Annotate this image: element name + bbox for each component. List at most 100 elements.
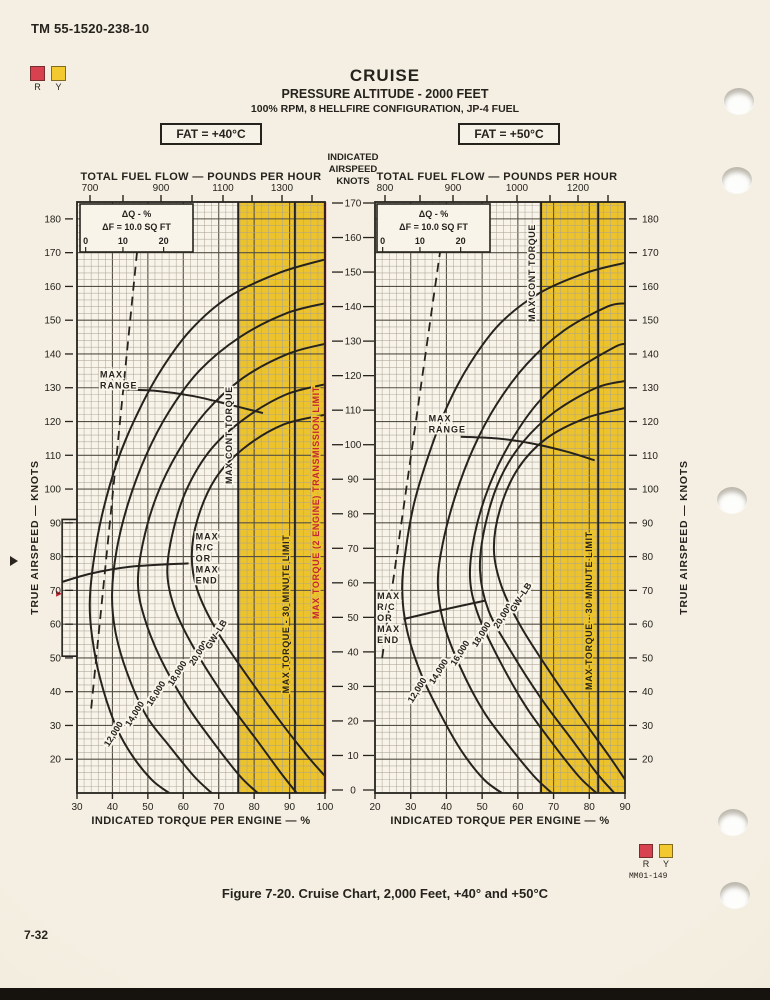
- tas-tick-label: 20: [642, 755, 654, 766]
- fat-box-right: FAT = +50°C: [458, 123, 560, 145]
- fuel-flow-tick-label: 1300: [271, 183, 294, 194]
- tas-tick-label: 20: [50, 755, 62, 766]
- tas-tick-label: 50: [50, 653, 62, 664]
- tas-tick-label: 40: [642, 687, 654, 698]
- page-edge-index-mark: [10, 556, 18, 566]
- delta-q-scale-label: 0: [380, 236, 385, 246]
- tas-tick-label: 50: [642, 653, 654, 664]
- torque-tick-label: 70: [213, 802, 225, 813]
- gross-weight-curve: [190, 413, 325, 777]
- tas-tick-label: 140: [44, 349, 61, 360]
- tas-tick-label: 30: [50, 721, 62, 732]
- ias-tick-label: 40: [347, 647, 359, 658]
- color-key-red: R: [30, 66, 45, 92]
- tas-axis-title: TRUE AIRSPEED — KNOTS: [29, 460, 41, 615]
- tas-tick-label: 180: [44, 214, 61, 225]
- curves: [381, 232, 625, 793]
- tas-tick-label: 120: [44, 417, 61, 428]
- fuel-flow-axis-title: TOTAL FUEL FLOW — POUNDS PER HOUR: [377, 171, 618, 183]
- ias-tick-label: 140: [345, 302, 362, 313]
- delta-q-title: ΔQ - %: [419, 209, 448, 219]
- delta-q-inset-box: [79, 203, 194, 253]
- tas-tick-label: 120: [642, 417, 659, 428]
- punch-hole: [724, 88, 754, 114]
- limit-line-label: MAX TORQUE - 30 MINUTE LIMIT: [584, 531, 594, 690]
- scan-edge-bar: [0, 988, 770, 1000]
- gross-weight-curve: [111, 302, 325, 793]
- torque-tick-label: 90: [284, 802, 296, 813]
- tas-tick-label: 70: [642, 586, 654, 597]
- ias-scale-title: KNOTS: [336, 176, 369, 187]
- punch-hole: [717, 487, 747, 513]
- max-rc-label: R/C: [196, 543, 215, 553]
- yellow-square-icon: [51, 66, 66, 81]
- yellow-square-icon: [659, 844, 673, 858]
- ias-tick-label: 80: [347, 509, 359, 520]
- ias-tick-label: 120: [345, 371, 362, 382]
- delta-f-value: ΔF = 10.0 SQ FT: [102, 222, 171, 232]
- delta-q-scale-label: 20: [159, 236, 169, 246]
- tas-tick-label: 160: [642, 282, 659, 293]
- red-square-label: R: [34, 82, 41, 92]
- tas-tick-label: 140: [642, 349, 659, 360]
- cruise-fat-plus-40: MAX CONT TORQUE MAX TORQUE - 30 MINUTE LI…: [29, 171, 334, 827]
- tas-tick-label: 130: [642, 383, 659, 394]
- max-rc-label: R/C: [377, 602, 396, 612]
- plot-notch-border: [61, 518, 77, 658]
- delta-q-inset: ΔQ - % ΔF = 10.0 SQ FT 0 10 20: [79, 203, 194, 253]
- tas-tick-label: 100: [642, 485, 659, 496]
- red-square-icon: [639, 844, 653, 858]
- torque-tick-label: 50: [477, 802, 489, 813]
- chart-subtitle-altitude: PRESSURE ALTITUDE - 2000 FEET: [281, 87, 489, 101]
- color-key-yellow-bottom: Y: [659, 844, 673, 869]
- fuel-flow-tick-label: 1100: [212, 183, 234, 194]
- torque-tick-label: 40: [441, 802, 453, 813]
- ias-tick-label: 110: [345, 406, 361, 417]
- max-rc-label: OR: [377, 613, 393, 623]
- max-rc-label: OR: [196, 554, 212, 564]
- limit-line-label: MAX TORQUE - 30 MINUTE LIMIT: [281, 535, 291, 694]
- ias-tick-label: 100: [345, 440, 362, 451]
- figure-title-block: CRUISE PRESSURE ALTITUDE - 2000 FEET 100…: [0, 66, 770, 115]
- delta-q-scale-label: 20: [456, 236, 466, 246]
- max-rc-label: END: [196, 576, 218, 586]
- tas-tick-label: 110: [642, 451, 658, 462]
- limit-line-label: MAX CONT TORQUE: [224, 386, 234, 484]
- delta-q-inset: ΔQ - % ΔF = 10.0 SQ FT 0 10 20: [376, 203, 491, 253]
- tas-tick-label: 90: [642, 518, 654, 529]
- delta-q-reference-line: [381, 232, 444, 659]
- delta-q-title: ΔQ - %: [122, 209, 151, 219]
- plot-border: [374, 201, 626, 794]
- torque-tick-label: 90: [619, 802, 631, 813]
- ias-tick-label: 30: [347, 682, 359, 693]
- ias-tick-label: 70: [347, 544, 359, 555]
- torque-tick-label: 60: [178, 802, 190, 813]
- torque-tick-label: 80: [249, 802, 261, 813]
- chart-title: CRUISE: [349, 66, 421, 85]
- fuel-flow-tick-label: 800: [377, 183, 394, 194]
- max-rc-label: MAX: [196, 565, 219, 575]
- max-rc-max-end-line: [62, 562, 189, 583]
- tas-tick-label: 160: [44, 282, 61, 293]
- tas-tick-label: 170: [44, 248, 61, 259]
- color-key-top: R Y: [30, 66, 66, 92]
- torque-tick-label: 80: [584, 802, 596, 813]
- limit-line-label: MAX CONT TORQUE: [527, 224, 537, 322]
- ias-tick-label: 10: [347, 751, 359, 762]
- tas-tick-label: 100: [44, 485, 61, 496]
- max-rc-label: MAX: [196, 532, 219, 542]
- gross-weight-curve: [136, 342, 325, 793]
- fuel-flow-tick-label: 900: [445, 183, 462, 194]
- torque-tick-label: 40: [107, 802, 119, 813]
- figure-caption: Figure 7-20. Cruise Chart, 2,000 Feet, +…: [221, 886, 549, 901]
- limit-line-label: MAX TORQUE (2 ENGINE) TRANSMISSION LIMIT: [311, 386, 321, 619]
- ias-tick-label: 130: [345, 337, 362, 348]
- max-rc-label: MAX: [377, 624, 400, 634]
- tas-axis-title: TRUE AIRSPEED — KNOTS: [678, 460, 690, 615]
- plot-border: [76, 201, 326, 794]
- delta-q-inset-box: [376, 203, 491, 253]
- tas-tick-label: 30: [642, 721, 654, 732]
- delta-q-reference-line: [90, 232, 140, 709]
